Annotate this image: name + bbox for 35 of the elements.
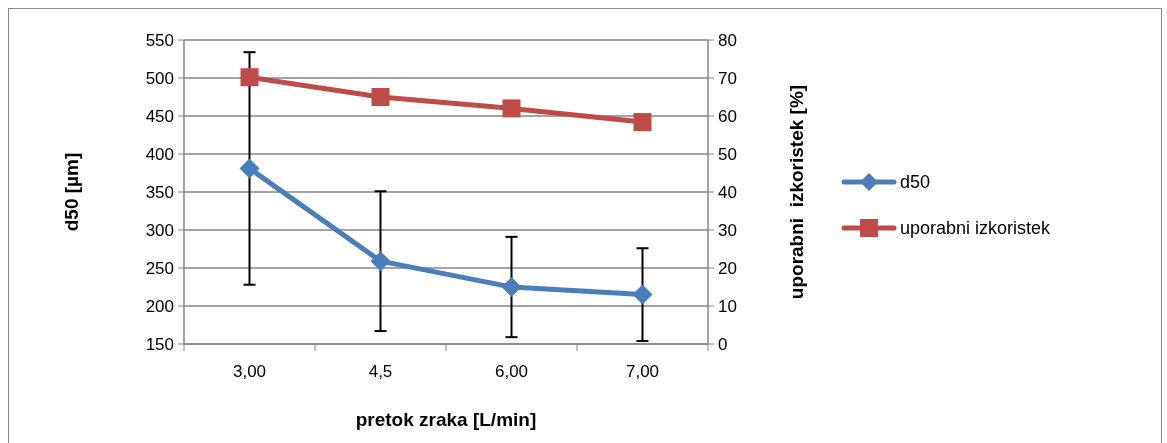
y-tick-label: 350 — [145, 182, 174, 202]
point — [501, 277, 522, 297]
y-tick-label: 450 — [145, 106, 174, 126]
legend-label: uporabni izkoristek — [900, 218, 1052, 239]
x-tick-label: 7,00 — [625, 362, 660, 381]
y-tick-label: 200 — [145, 296, 174, 316]
y2-tick-label: 0 — [718, 334, 728, 354]
legend-label: d50 — [900, 172, 931, 193]
point — [239, 158, 260, 179]
y-tick-label: 550 — [145, 30, 174, 50]
y-tick-label: 250 — [145, 258, 174, 278]
y2-tick-label: 70 — [718, 68, 737, 88]
y-tick-label: 500 — [145, 68, 174, 88]
y2-tick-label: 20 — [718, 258, 737, 278]
y-axis-title: d50 [µm] — [61, 152, 82, 232]
point — [633, 113, 652, 132]
y-tick-label: 400 — [145, 144, 174, 164]
y-tick-label: 150 — [145, 334, 174, 354]
x-tick-label: 3,00 — [232, 362, 267, 381]
point — [370, 251, 391, 272]
y-tick-label: 300 — [145, 220, 174, 240]
y2-tick-label: 50 — [718, 144, 737, 164]
x-tick-label: 4,5 — [368, 362, 393, 381]
point — [240, 68, 259, 87]
y2-tick-label: 30 — [718, 220, 737, 240]
y2-axis-title: uporabni izkoristek [%] — [786, 84, 807, 300]
point — [502, 99, 521, 118]
point — [371, 88, 390, 106]
y2-tick-label: 60 — [718, 106, 737, 126]
x-tick-label: 6,00 — [494, 362, 529, 381]
y2-tick-label: 10 — [718, 296, 737, 316]
x-axis-title: pretok zraka [L/min] — [355, 409, 537, 430]
y2-tick-label: 80 — [718, 30, 737, 50]
point — [632, 284, 653, 305]
y2-tick-label: 40 — [718, 182, 737, 202]
